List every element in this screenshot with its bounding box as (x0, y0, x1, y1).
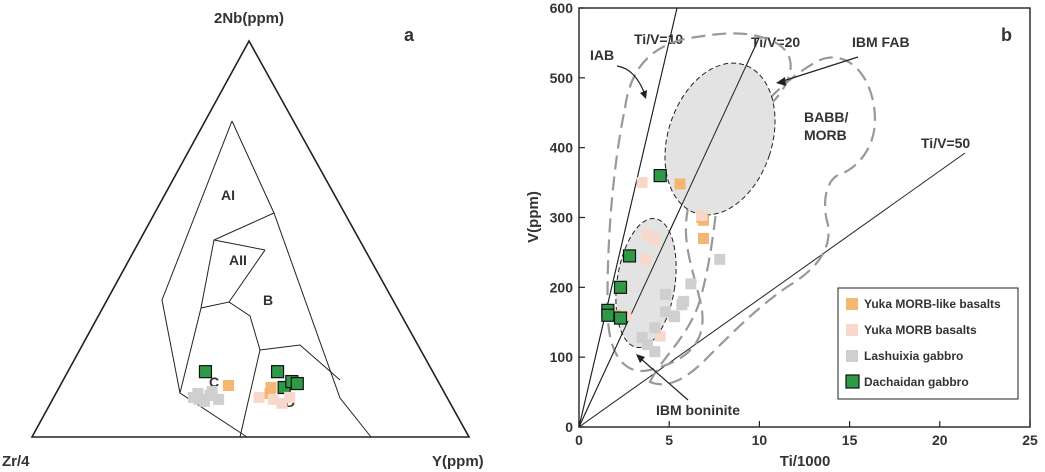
legend-label-yuka-morb-like: Yuka MORB-like basalts (864, 297, 1001, 311)
y-tick-label: 500 (550, 70, 574, 86)
y-tick-label: 0 (565, 419, 573, 435)
scatter-point-lashuixia-gabbro (660, 288, 672, 300)
legend-marker-yuka-morb (846, 324, 858, 336)
y-tick-label: 400 (550, 140, 574, 156)
ternary-point-dachaidan-gabbro (198, 365, 213, 379)
ibm-boninite-arrow-head (636, 354, 645, 363)
scatter-point-yuka-morb-like-basalts (697, 232, 709, 244)
scatter-point-yuka-morb-basalts (649, 234, 661, 246)
field-babb-morb-envelope (648, 56, 877, 386)
scatter-point-lashuixia-gabbro (714, 253, 726, 265)
field-label-ibm-fab: IBM FAB (852, 34, 910, 50)
ternary-point-lashuixia-gabbro (213, 393, 225, 405)
field-label-babb: BABB/ (804, 109, 848, 125)
scatter-point-yuka-morb-basalts (654, 330, 666, 342)
field-boundaries (161, 120, 372, 438)
field-label-b: B (263, 292, 273, 308)
axis-ticks (578, 7, 1031, 428)
y-tick-label: 200 (550, 279, 574, 295)
field-label-ibm-boninite: IBM boninite (656, 402, 740, 418)
x-tick-label: 0 (575, 432, 583, 448)
legend: Yuka MORB-like basalts Yuka MORB basalts… (837, 287, 1019, 400)
ibm-fab-arrow (779, 56, 859, 83)
scatter-point-lashuixia-gabbro (649, 322, 661, 334)
x-tick-label: 25 (1022, 432, 1038, 448)
ratio-label-10: Ti/V=10 (634, 31, 683, 47)
scatter-point-dachaidan-gabbro (622, 249, 637, 263)
x-tick-label: 20 (932, 432, 948, 448)
y-tick-label: 100 (550, 349, 574, 365)
apex-label-left: Zr/4 (2, 453, 30, 470)
field-ibm-fab-ellipse (664, 62, 776, 216)
x-tick-label: 10 (752, 432, 768, 448)
field-iab-envelope (606, 32, 792, 373)
x-tick-label: 15 (842, 432, 858, 448)
scatter-panel: Ti/V=10 Ti/V=20 Ti/V=50 IAB IBM FAB BABB… (525, 0, 1038, 470)
legend-marker-lashuixia (846, 350, 858, 362)
scatter-point-dachaidan-gabbro (653, 169, 667, 183)
ratio-line-50 (579, 152, 966, 427)
ternary-point-dachaidan-gabbro (270, 365, 285, 379)
scatter-point-yuka-morb-basalts (640, 253, 652, 265)
scatter-point-yuka-morb-basalts (642, 229, 654, 241)
apex-label-top: 2Nb(ppm) (214, 10, 284, 27)
scatter-point-yuka-morb-like-basalts (674, 178, 686, 190)
iab-arrow (616, 65, 645, 93)
panel-label-b: b (1001, 25, 1012, 45)
ternary-point-yuka-morb-basalts (284, 391, 296, 403)
scatter-point-lashuixia-gabbro (642, 339, 654, 351)
ternary-point-dachaidan-gabbro (290, 376, 304, 391)
ternary-point-yuka-morb-like-basalts (265, 382, 277, 393)
ternary-triangle (30, 39, 471, 438)
scatter-point-lashuixia-gabbro (676, 299, 688, 311)
scatter-point-dachaidan-gabbro (613, 280, 628, 294)
panel-label-a: a (404, 25, 415, 45)
y-tick-label: 600 (550, 0, 574, 16)
scatter-point-yuka-morb-basalts (636, 177, 648, 189)
legend-box (837, 287, 1019, 400)
ternary-point-yuka-morb-like-basalts (264, 387, 276, 399)
legend-label-yuka-morb: Yuka MORB basalts (864, 323, 977, 337)
scatter-point-lashuixia-gabbro (660, 306, 672, 318)
scatter-point-dachaidan-gabbro (613, 311, 628, 325)
ratio-label-50: Ti/V=50 (921, 135, 970, 151)
y-tick-label: 300 (550, 210, 574, 226)
x-axis-label: Ti/1000 (780, 453, 831, 470)
scatter-points (601, 169, 726, 358)
ratio-lines-overlay (579, 8, 760, 427)
scatter-point-yuka-morb-basalts (696, 209, 708, 221)
ternary-point-lashuixia-gabbro (206, 385, 218, 397)
ternary-point-yuka-morb-basalts (267, 393, 279, 405)
field-label-ai: AI (221, 187, 235, 203)
legend-marker-dachaidan (845, 374, 860, 389)
scatter-point-lashuixia-gabbro (685, 278, 697, 290)
field-label-aii: AII (229, 252, 247, 268)
legend-marker-yuka-morb-like (846, 298, 858, 310)
scatter-point-lashuixia-gabbro (636, 332, 648, 344)
legend-label-dachaidan: Dachaidan gabbro (864, 375, 969, 389)
ternary-points (188, 365, 304, 409)
ibm-boninite-arrow (639, 357, 689, 401)
scatter-point-lashuixia-gabbro (669, 311, 681, 323)
field-label-morb: MORB (804, 127, 847, 143)
apex-label-right: Y(ppm) (432, 453, 484, 470)
ibm-fab-arrow-head (776, 77, 786, 86)
iab-arrow-head (640, 90, 647, 99)
field-label-c: C (209, 374, 219, 390)
field-label-iab: IAB (590, 47, 614, 63)
scatter-point-dachaidan-gabbro (601, 308, 615, 322)
ternary-point-yuka-morb-like-basalts (222, 380, 234, 392)
y-axis-label: V(ppm) (525, 191, 542, 243)
legend-label-lashuixia: Lashuixia gabbro (864, 349, 963, 363)
ternary-point-yuka-morb-basalts (253, 391, 265, 403)
axis-tick-labels: 0 5 10 15 20 25 0 100 200 300 400 500 600 (550, 0, 1038, 448)
ternary-point-yuka-morb-basalts (276, 397, 288, 409)
ternary-point-lashuixia-gabbro (193, 393, 205, 405)
ternary-panel: AI AII B C D 2Nb(ppm) Zr/4 Y(ppm) a (2, 10, 484, 470)
scatter-point-lashuixia-gabbro (649, 346, 661, 358)
x-tick-label: 5 (665, 432, 673, 448)
